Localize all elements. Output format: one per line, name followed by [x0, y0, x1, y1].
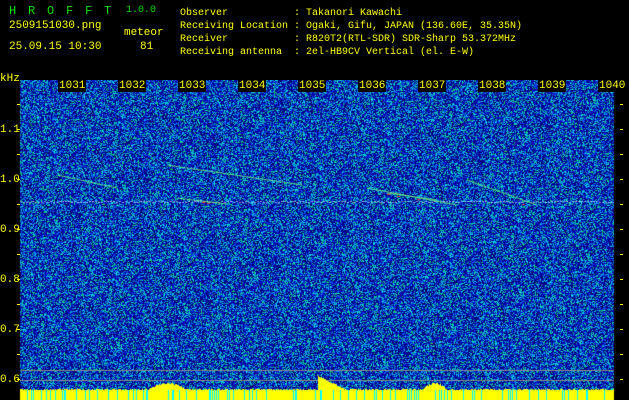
time-label: 1032: [118, 80, 147, 92]
info-label: Receiving Location: [180, 21, 289, 32]
y-tick: [17, 254, 20, 255]
y-tick-label: 0.6: [0, 374, 20, 386]
info-label: Receiving antenna: [180, 47, 283, 58]
y-tick: [620, 154, 623, 155]
app-title: H R O F F T: [9, 4, 114, 18]
time-label: 1040: [598, 80, 627, 92]
meteor-count: 81: [140, 41, 154, 53]
app-version: 1.0.0: [126, 5, 157, 16]
y-tick: [17, 104, 20, 105]
y-tick-label: 1.0: [0, 174, 20, 186]
time-label: 1031: [58, 80, 87, 92]
time-label: 1033: [178, 80, 207, 92]
y-tick: [620, 204, 623, 205]
y-tick: [620, 129, 623, 130]
info-value: : 2el-HB9CV Vertical (el. E-W): [294, 47, 475, 58]
y-tick: [17, 204, 20, 205]
y-tick-label: 1.1: [0, 124, 20, 136]
y-tick: [620, 104, 623, 105]
info-value: : Takanori Kawachi: [294, 8, 403, 19]
meteor-label: meteor: [124, 27, 164, 39]
y-tick-label: 0.7: [0, 324, 20, 336]
y-tick-label: 0.9: [0, 224, 20, 236]
y-tick: [620, 254, 623, 255]
info-value: : Ogaki, Gifu, JAPAN (136.60E, 35.35N): [294, 21, 523, 32]
info-label: Observer: [180, 8, 229, 19]
y-tick: [17, 304, 20, 305]
info-value: : R820T2(RTL-SDR) SDR-Sharp 53.372MHz: [294, 34, 517, 45]
y-tick: [17, 129, 20, 130]
time-label: 1035: [298, 80, 327, 92]
y-tick: [17, 229, 20, 230]
axis-unit: kHz: [0, 73, 20, 85]
y-tick: [620, 229, 623, 230]
y-tick: [17, 379, 20, 380]
spectrogram: [17, 80, 617, 400]
time-label: 1034: [238, 80, 267, 92]
y-tick: [620, 279, 623, 280]
y-tick: [17, 329, 20, 330]
y-tick-label: 0.8: [0, 274, 20, 286]
y-tick: [620, 354, 623, 355]
y-tick: [620, 179, 623, 180]
file-datetime: 25.09.15 10:30: [9, 41, 102, 53]
info-label: Receiver: [180, 34, 229, 45]
time-label: 1039: [538, 80, 567, 92]
y-tick: [17, 179, 20, 180]
y-tick: [620, 329, 623, 330]
time-label: 1037: [418, 80, 447, 92]
y-tick: [17, 279, 20, 280]
y-tick: [620, 379, 623, 380]
file-name: 2509151030.png: [9, 20, 102, 32]
time-label: 1038: [478, 80, 507, 92]
y-tick: [17, 154, 20, 155]
y-tick: [17, 354, 20, 355]
time-label: 1036: [358, 80, 387, 92]
y-tick: [620, 304, 623, 305]
